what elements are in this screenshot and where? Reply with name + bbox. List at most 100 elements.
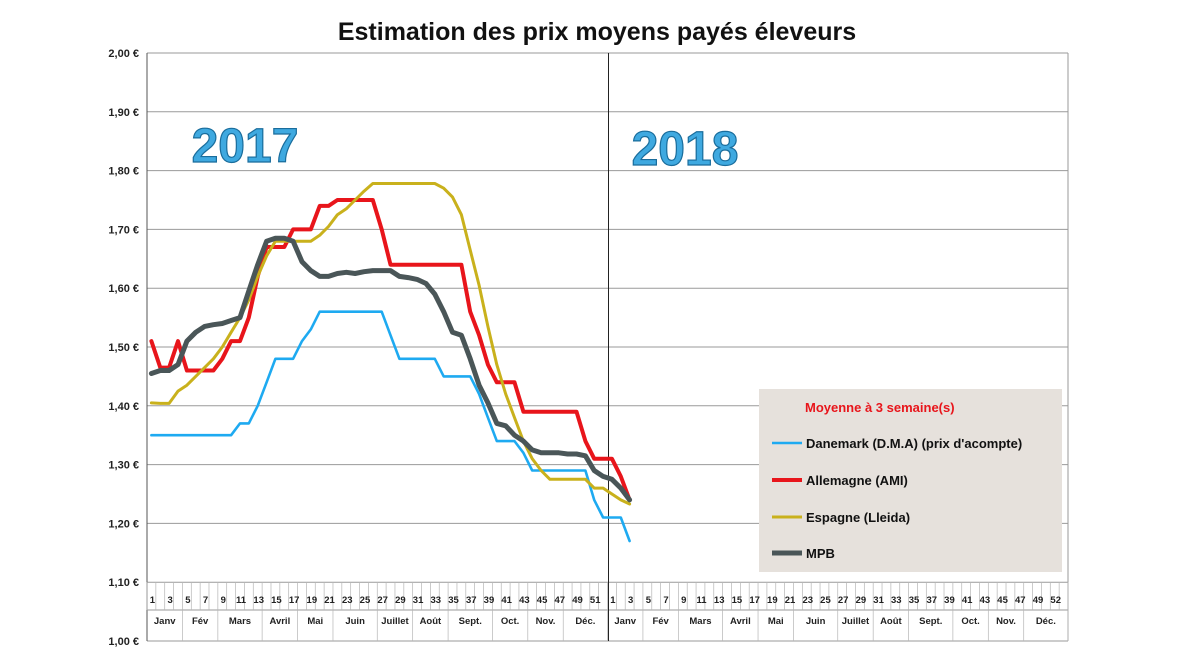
y-tick-label: 1,90 € (108, 107, 139, 119)
x-tick-label: 1 (610, 595, 616, 606)
month-label: Sept. (919, 616, 942, 627)
year-label-2018: 2018 (632, 123, 739, 176)
x-tick-label: 35 (909, 595, 920, 606)
x-tick-label: 37 (926, 595, 937, 606)
x-tick-label: 52 (1050, 595, 1061, 606)
x-tick-label: 15 (732, 595, 743, 606)
month-label: Juin (806, 616, 826, 627)
x-tick-label: 33 (891, 595, 902, 606)
x-axis-ticks: 1 3 5 7 9 11 13 15 17 19 21 23 25 27 29 31 33 35 37 39 41 43 4… (150, 595, 1061, 606)
month-label: Mars (229, 616, 251, 627)
x-tick-label: 21 (785, 595, 796, 606)
x-tick-label: 41 (962, 595, 973, 606)
x-tick-label: 17 (289, 595, 300, 606)
series-line-3 (149, 182, 632, 506)
month-label: Fév (652, 616, 669, 627)
x-tick-label: 13 (714, 595, 725, 606)
x-tick-label: 49 (572, 595, 583, 606)
x-tick-label: 7 (663, 595, 668, 606)
x-tick-label: 5 (646, 595, 652, 606)
month-label: Oct. (961, 616, 979, 627)
y-tick-label: 1,70 € (108, 224, 139, 236)
x-tick-label: 45 (537, 595, 548, 606)
x-tick-label: 41 (501, 595, 512, 606)
x-tick-label: 31 (413, 595, 424, 606)
y-tick-label: 1,40 € (108, 401, 139, 413)
x-tick-label: 31 (873, 595, 884, 606)
x-tick-label: 51 (590, 595, 601, 606)
x-tick-label: 25 (360, 595, 371, 606)
y-tick-label: 1,30 € (108, 460, 139, 472)
month-labels: Janv Fév Mars Avril Mai Juin Juillet Août Sept. O… (154, 610, 1069, 641)
month-label: Mars (689, 616, 711, 627)
x-tick-label: 27 (838, 595, 849, 606)
grid (147, 52, 1068, 642)
x-tick-label: 9 (681, 595, 686, 606)
month-label: Déc. (575, 616, 595, 627)
month-label: Fév (192, 616, 209, 627)
month-label: Sept. (459, 616, 482, 627)
x-tick-label: 33 (431, 595, 442, 606)
legend-label: Allemagne (AMI) (806, 473, 908, 488)
month-label: Août (420, 616, 442, 627)
y-tick-label: 1,80 € (108, 166, 139, 178)
legend-label: Espagne (Lleida) (806, 510, 910, 525)
x-tick-label: 23 (802, 595, 813, 606)
month-label: Août (880, 616, 902, 627)
x-tick-label: 43 (519, 595, 530, 606)
y-tick-label: 1,20 € (108, 518, 139, 530)
x-tick-label: 3 (628, 595, 633, 606)
month-label: Juin (345, 616, 365, 627)
legend-label: Danemark (D.M.A) (prix d'acompte) (806, 436, 1022, 451)
y-axis-ticks: 1,00 € 1,10 € 1,20 € 1,30 € 1,40 € 1,50 € 1,60… (108, 48, 139, 648)
x-tick-label: 45 (997, 595, 1008, 606)
x-tick-label: 47 (1015, 595, 1026, 606)
y-tick-label: 1,60 € (108, 283, 139, 295)
month-label: Mai (307, 616, 323, 627)
y-tick-label: 2,00 € (108, 48, 139, 60)
x-tick-label: 13 (253, 595, 264, 606)
chart-title: Estimation des prix moyens payés éleveur… (338, 18, 856, 46)
x-tick-label: 29 (856, 595, 867, 606)
x-tick-label: 11 (236, 595, 247, 606)
series-line-2 (149, 198, 632, 502)
x-tick-label: 47 (555, 595, 566, 606)
x-tick-label: 17 (749, 595, 760, 606)
series-line-4 (148, 235, 633, 503)
month-label: Oct. (501, 616, 519, 627)
month-label: Déc. (1036, 616, 1056, 627)
y-tick-label: 1,00 € (108, 636, 139, 648)
x-tick-label: 37 (466, 595, 477, 606)
x-tick-label: 43 (980, 595, 991, 606)
month-label: Juillet (381, 616, 409, 627)
legend-background (759, 389, 1062, 572)
month-label: Janv (154, 616, 176, 627)
x-tick-label: 11 (696, 595, 707, 606)
x-tick-label: 5 (185, 595, 191, 606)
series-line-1 (150, 310, 631, 543)
x-tick-label: 19 (307, 595, 318, 606)
legend-title: Moyenne à 3 semaine(s) (805, 400, 955, 415)
x-tick-label: 3 (167, 595, 172, 606)
month-label: Mai (768, 616, 784, 627)
x-tick-label: 23 (342, 595, 353, 606)
month-label: Avril (730, 616, 751, 627)
y-tick-label: 1,50 € (108, 342, 139, 354)
month-label: Nov. (996, 616, 1016, 627)
x-tick-label: 19 (767, 595, 778, 606)
x-tick-label: 7 (203, 595, 208, 606)
month-label: Nov. (536, 616, 556, 627)
series-lines (148, 182, 633, 543)
x-tick-label: 21 (324, 595, 335, 606)
x-tick-label: 29 (395, 595, 406, 606)
x-tick-label: 39 (944, 595, 955, 606)
month-label: Juillet (842, 616, 870, 627)
year-label-2017: 2017 (192, 120, 299, 173)
month-label: Janv (614, 616, 636, 627)
x-tick-label: 25 (820, 595, 831, 606)
legend-label: MPB (806, 546, 835, 561)
x-tick-label: 49 (1033, 595, 1044, 606)
x-tick-label: 35 (448, 595, 459, 606)
x-tick-label: 1 (150, 595, 156, 606)
